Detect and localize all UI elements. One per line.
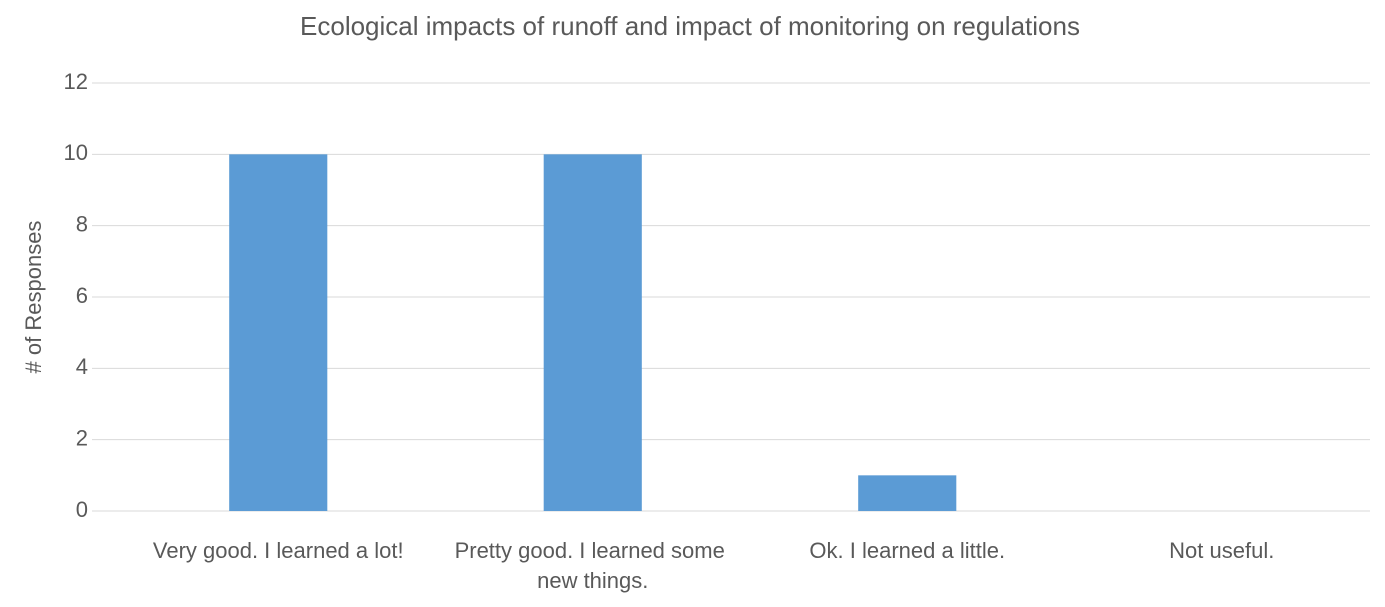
x-tick-label: Very good. I learned a lot!	[153, 538, 404, 563]
bar	[543, 154, 642, 512]
bar	[229, 154, 328, 512]
y-tick-label: 12	[64, 69, 88, 94]
y-tick-label: 8	[76, 211, 88, 236]
y-tick-label: 4	[76, 354, 88, 379]
y-tick-label: 6	[76, 283, 88, 308]
y-tick-label: 2	[76, 425, 88, 450]
bar	[858, 475, 957, 511]
chart-title: Ecological impacts of runoff and impact …	[300, 11, 1080, 41]
x-tick-label: Ok. I learned a little.	[809, 538, 1005, 563]
y-tick-label: 0	[76, 497, 88, 522]
x-tick-label: Pretty good. I learned some new things.	[455, 538, 731, 593]
y-axis-label: # of Responses	[21, 221, 46, 374]
y-tick-label: 10	[64, 140, 88, 165]
x-tick-label: Not useful.	[1169, 538, 1274, 563]
